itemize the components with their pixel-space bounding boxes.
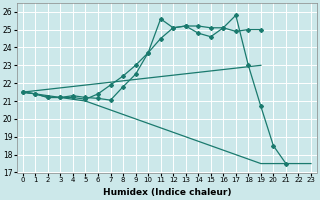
X-axis label: Humidex (Indice chaleur): Humidex (Indice chaleur) (103, 188, 231, 197)
